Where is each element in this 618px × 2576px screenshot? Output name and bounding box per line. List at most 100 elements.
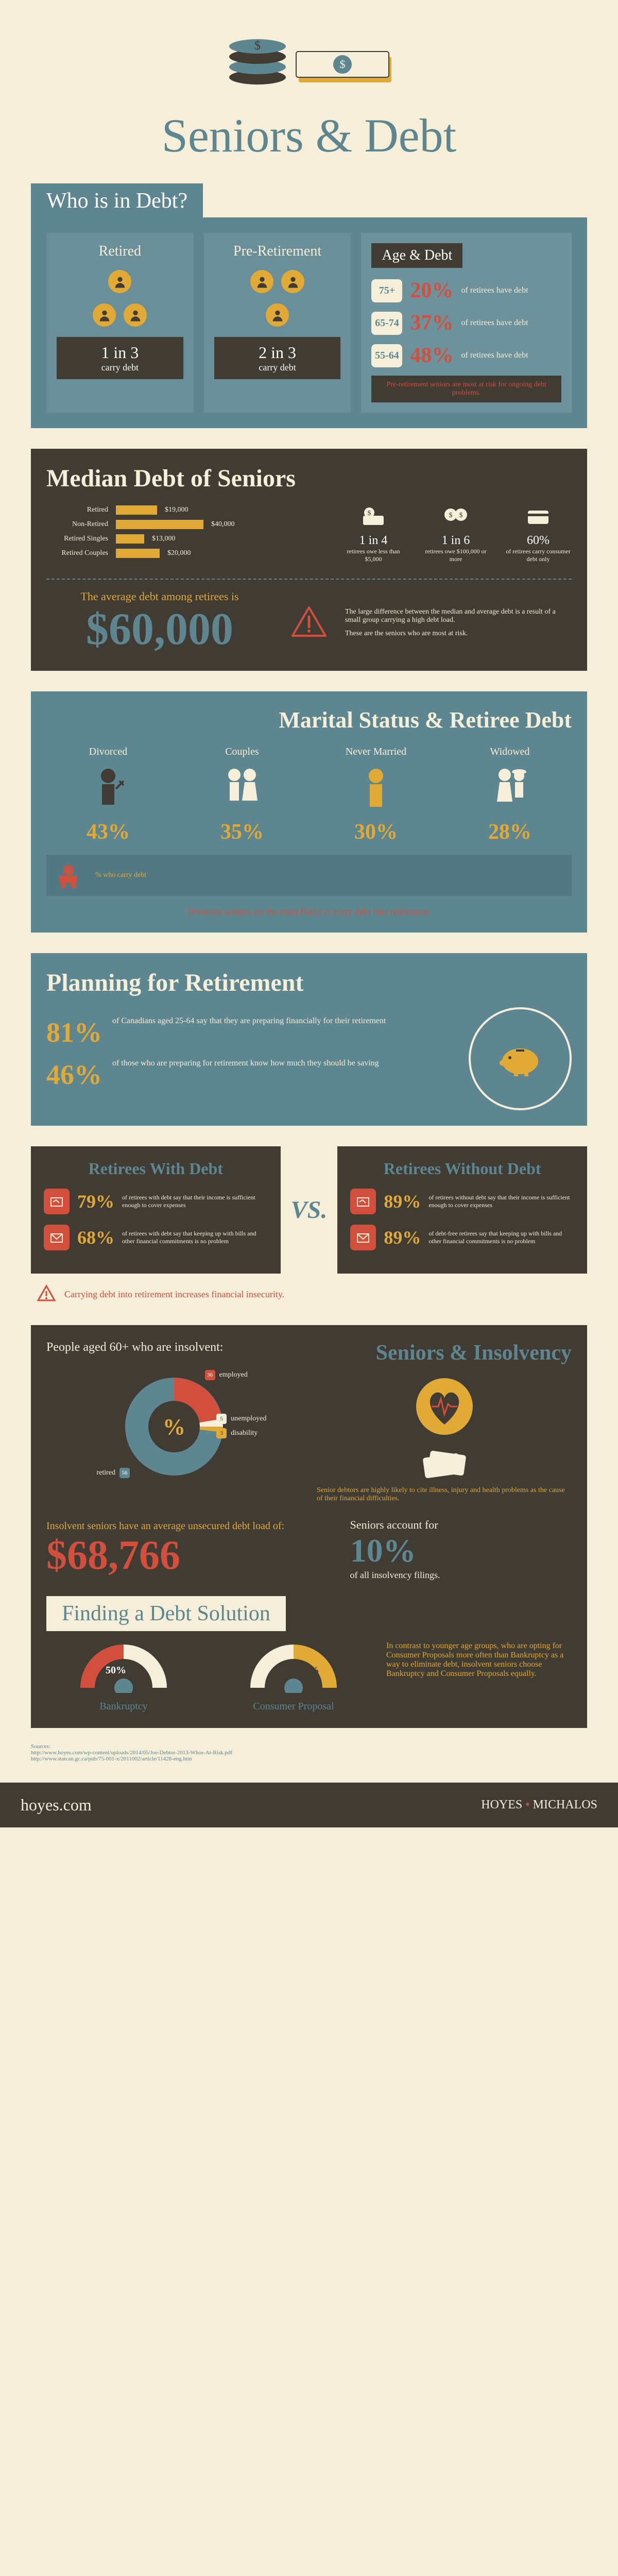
marital-icon <box>355 766 397 812</box>
cards-icon <box>414 1448 475 1479</box>
planning-stat: 46% of those who are preparing for retir… <box>46 1059 453 1091</box>
preretirement-box: Pre-Retirement 2 in 3 carry debt <box>204 233 351 413</box>
footer: hoyes.com HOYES • MICHALOS <box>0 1783 618 1827</box>
vs-left-title: Retirees With Debt <box>44 1159 268 1178</box>
vs-right-title: Retirees Without Debt <box>350 1159 574 1178</box>
who-panel: Retired 1 in 3 carry debt Pre-Retirement <box>31 217 587 428</box>
person-icon <box>266 303 289 327</box>
insolv-acct-label: Seniors account for <box>350 1518 572 1532</box>
preretirement-stat: 2 in 3 <box>220 343 335 362</box>
vs-icon <box>44 1225 70 1250</box>
person-icon <box>108 270 131 293</box>
age-text: of retirees have debt <box>461 351 528 360</box>
planning-panel: Planning for Retirement 81% of Canadians… <box>31 953 587 1126</box>
marital-item: Divorced 43% <box>46 746 170 844</box>
gauge-bankruptcy: 50% Bankruptcy <box>46 1641 201 1713</box>
insolvency-pie: % 36employed 5unemployed 3disability ret… <box>112 1365 236 1488</box>
insolv-acct-text: of all insolvency filings. <box>350 1570 572 1581</box>
footer-url: hoyes.com <box>21 1795 92 1815</box>
median-bar-row: Retired $19,000 <box>46 505 324 515</box>
svg-text:$: $ <box>340 58 346 71</box>
insolv-acct-pct: 10% <box>350 1532 572 1570</box>
svg-text:$: $ <box>67 867 71 875</box>
person-icon <box>250 270 273 293</box>
age-row: 75+ 20% of retirees have debt <box>371 278 561 303</box>
age-debt-title: Age & Debt <box>371 243 462 268</box>
vs-stat: 89% of retirees without debt say that th… <box>350 1189 574 1214</box>
cart-icon: $ <box>54 862 85 888</box>
marital-icon <box>221 766 263 812</box>
vs-icon <box>44 1189 70 1214</box>
solution-header: Finding a Debt Solution <box>46 1596 286 1631</box>
preretirement-label: Pre-Retirement <box>214 243 341 260</box>
median-fact: $$ 1 in 6 retirees owe $100,000 or more <box>422 505 489 563</box>
median-bar-row: Non-Retired $40,000 <box>46 520 324 529</box>
age-debt-box: Age & Debt 75+ 20% of retirees have debt… <box>361 233 572 413</box>
solution-text: In contrast to younger age groups, who a… <box>386 1641 572 1713</box>
insolvency-panel: People aged 60+ who are insolvent: % 36e… <box>31 1325 587 1728</box>
marital-caption: % who carry debt <box>95 871 146 879</box>
svg-text:%: % <box>163 1414 185 1439</box>
median-panel: Median Debt of Seniors Retired $19,000 N… <box>31 449 587 671</box>
footer-brand: HOYES • MICHALOS <box>481 1798 597 1812</box>
median-title: Median Debt of Seniors <box>46 464 572 493</box>
marital-icon <box>88 766 129 812</box>
age-pct: 20% <box>410 278 453 303</box>
marital-icon <box>489 766 530 812</box>
marital-panel: Marital Status & Retiree Debt Divorced 4… <box>31 691 587 933</box>
age-row: 65-74 37% of retirees have debt <box>371 311 561 335</box>
insolv-title: Seniors & Insolvency <box>317 1341 572 1365</box>
main-title: Seniors & Debt <box>31 108 587 163</box>
heart-icon <box>414 1376 475 1437</box>
median-bars: Retired $19,000 Non-Retired $40,000 Reti… <box>46 505 324 563</box>
retired-box: Retired 1 in 3 carry debt <box>46 233 194 413</box>
age-pct: 48% <box>410 343 453 368</box>
insolv-sub: People aged 60+ who are insolvent: <box>46 1341 301 1354</box>
piggy-icon <box>469 1007 572 1110</box>
vs-panel: Retirees With Debt 79% of retirees with … <box>31 1146 587 1274</box>
retired-label: Retired <box>57 243 183 260</box>
median-fact: 60% of retirees carry consumer debt only <box>505 505 572 563</box>
preretirement-caption: carry debt <box>220 362 335 373</box>
age-badge: 55-64 <box>371 344 402 367</box>
svg-text:$: $ <box>459 512 463 519</box>
median-facts: $ 1 in 4 retirees owe less than $5,000 $… <box>340 505 572 563</box>
vs-stat: 89% of debt-free retirees say that keepi… <box>350 1225 574 1250</box>
insolv-avg-label: Insolvent seniors have an average unsecu… <box>46 1520 335 1532</box>
marital-note: Divorced seniors are the most likely to … <box>46 906 572 917</box>
svg-text:50%: 50% <box>299 1665 319 1676</box>
svg-text:50%: 50% <box>106 1665 126 1676</box>
vs-stat: 79% of retirees with debt say that their… <box>44 1189 268 1214</box>
age-debt-note: Pre-retirement seniors are most at risk … <box>371 376 561 402</box>
median-bar-row: Retired Singles $13,000 <box>46 534 324 544</box>
age-pct: 37% <box>410 311 453 335</box>
person-icon <box>281 270 304 293</box>
avg-label: The average debt among retirees is <box>46 590 273 603</box>
insolv-avg-num: $68,766 <box>46 1532 335 1579</box>
sources: Sources: http://www.hoyes.com/wp-content… <box>31 1743 587 1762</box>
retired-stat: 1 in 3 <box>63 343 177 362</box>
median-fact: $ 1 in 4 retirees owe less than $5,000 <box>340 505 407 563</box>
person-icon <box>124 303 147 327</box>
who-header: Who is in Debt? <box>31 183 203 218</box>
svg-text:$: $ <box>254 39 261 53</box>
avg-note: The large difference between the median … <box>345 608 572 638</box>
gauge-consumer: 50% Consumer Proposal <box>216 1641 371 1713</box>
planning-title: Planning for Retirement <box>46 969 572 997</box>
header-illustration: $ $ <box>31 21 587 93</box>
age-row: 55-64 48% of retirees have debt <box>371 343 561 368</box>
vs-note: Carrying debt into retirement increases … <box>31 1284 587 1304</box>
person-icon <box>93 303 116 327</box>
marital-item: Couples 35% <box>180 746 304 844</box>
retired-caption: carry debt <box>63 362 177 373</box>
median-bar-row: Retired Couples $20,000 <box>46 549 324 558</box>
age-text: of retirees have debt <box>461 286 528 295</box>
planning-stat: 81% of Canadians aged 25-64 say that the… <box>46 1016 453 1048</box>
warning-icon <box>288 602 330 643</box>
age-text: of retirees have debt <box>461 318 528 328</box>
vs-icon <box>350 1225 376 1250</box>
svg-text:$: $ <box>368 510 371 517</box>
marital-item: Widowed 28% <box>448 746 572 844</box>
marital-title: Marital Status & Retiree Debt <box>46 707 572 733</box>
vs-stat: 68% of retirees with debt say that keepi… <box>44 1225 268 1250</box>
